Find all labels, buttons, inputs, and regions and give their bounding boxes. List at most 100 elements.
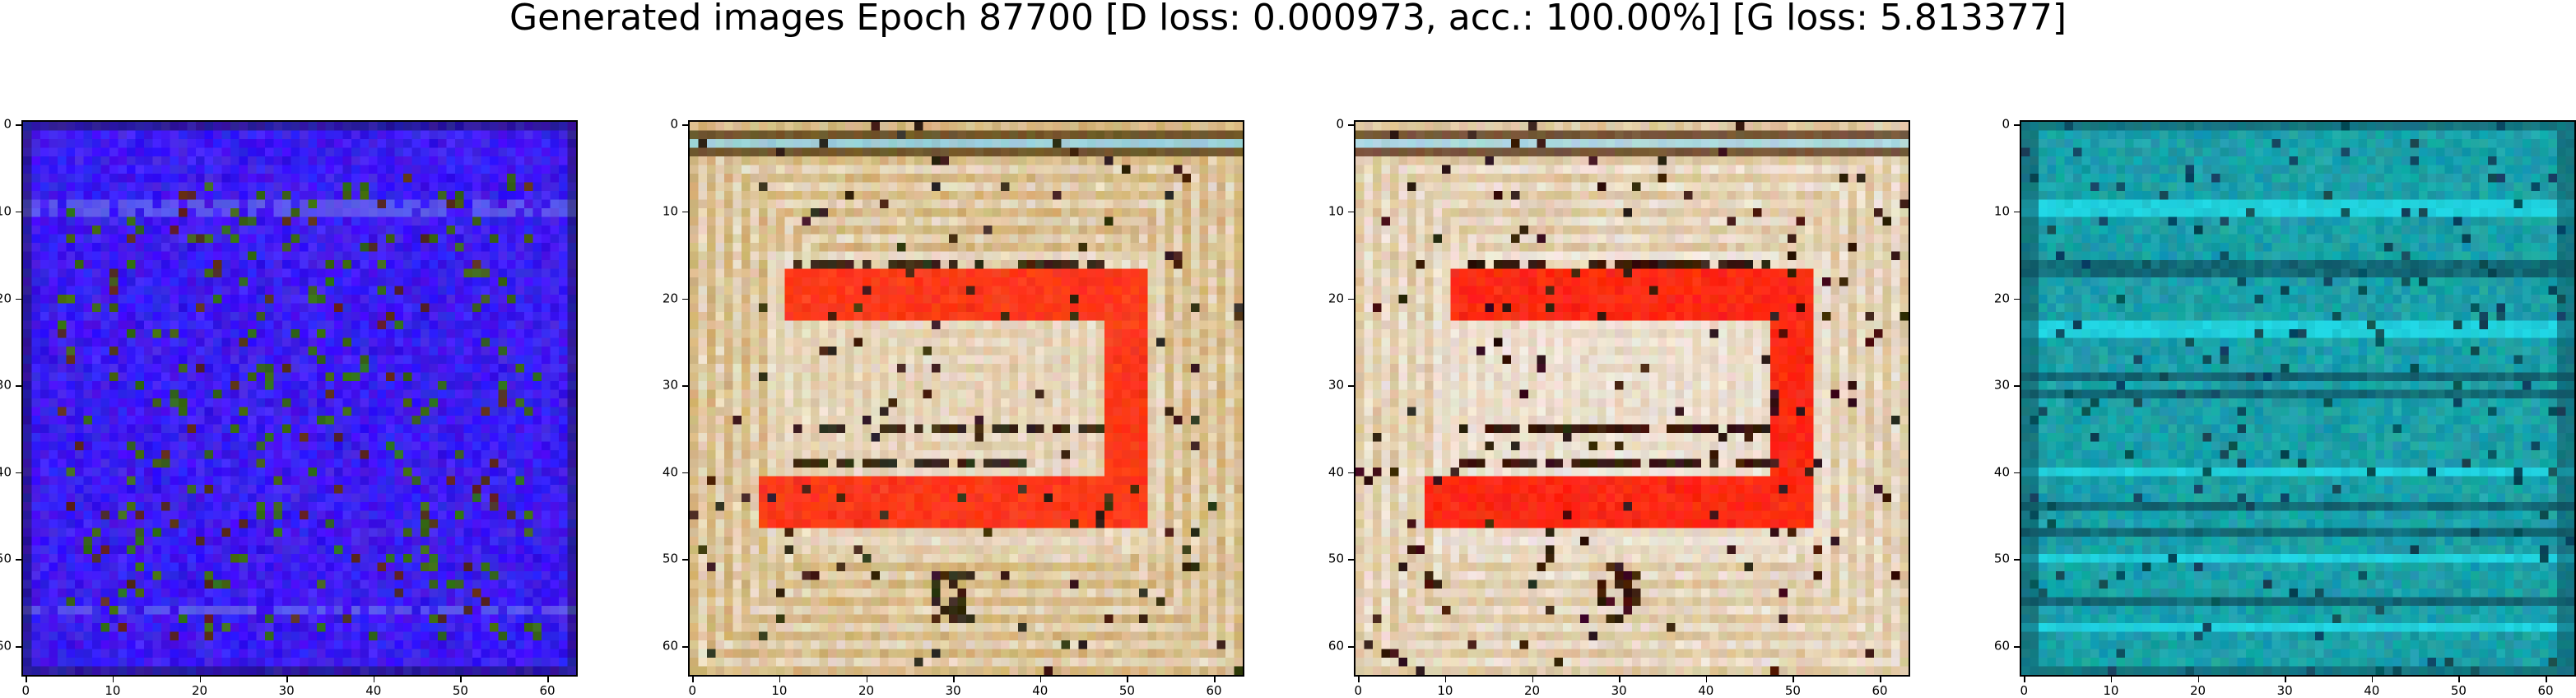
y-tick-label: 30 [0,377,12,393]
image-panel-2: 0 10 20 30 40 50 60 0 10 20 30 40 50 60 [663,118,1244,697]
generated-image-4 [2020,120,2576,677]
x-tick-mark [26,677,27,682]
x-tick-mark [2024,677,2025,682]
y-tick-label: 40 [662,464,678,480]
x-tick-label: 0 [21,683,30,698]
y-tick-mark [682,211,688,213]
y-tick-mark [1348,472,1354,474]
y-tick-mark [16,298,21,300]
y-tick-mark [2014,124,2020,126]
x-tick-mark [373,677,375,682]
x-tick-label: 60 [2537,683,2554,698]
y-tick-label: 10 [1993,203,2010,219]
x-tick-label: 20 [191,683,208,698]
y-tick-label: 60 [0,638,12,654]
y-tick-mark [1348,211,1354,213]
x-tick-label: 10 [105,683,121,698]
x-tick-mark [1444,677,1447,682]
x-tick-mark [1214,677,1216,682]
y-tick-label: 50 [0,551,12,566]
y-tick-mark [2014,211,2020,213]
x-tick-label: 0 [688,683,697,698]
x-tick-label: 20 [1523,683,1541,698]
x-tick-mark [1705,677,1708,682]
x-tick-mark [547,677,549,682]
x-tick-mark [1619,677,1620,682]
y-tick-mark [1348,385,1354,387]
y-tick-label: 20 [0,291,12,306]
y-tick-label: 0 [1336,116,1344,132]
x-tick-label: 10 [1437,683,1453,698]
x-tick-mark [1793,677,1794,682]
y-tick-mark [682,124,688,126]
generated-image-1 [21,120,578,677]
x-tick-label: 30 [2276,683,2293,698]
y-tick-mark [16,124,21,126]
x-tick-label: 60 [1872,683,1888,698]
x-tick-mark [199,677,202,682]
x-tick-label: 60 [539,683,556,698]
y-tick-mark [16,385,21,387]
generated-image-3 [1354,120,1910,677]
y-tick-label: 40 [0,464,12,480]
y-tick-label: 60 [1328,638,1344,654]
y-tick-mark [16,559,21,561]
y-tick-mark [682,385,688,387]
y-tick-label: 0 [670,116,678,132]
x-tick-label: 40 [1698,683,1714,698]
x-tick-mark [112,677,114,682]
y-tick-mark [682,298,688,300]
y-tick-mark [2014,559,2020,561]
y-tick-mark [2014,298,2020,300]
y-tick-mark [1348,298,1354,300]
y-tick-label: 10 [1328,203,1344,219]
y-tick-mark [16,646,21,648]
x-tick-mark [2285,677,2286,682]
image-panel-3: 0 10 20 30 40 50 60 0 10 20 30 40 50 60 [1328,118,1910,697]
y-tick-label: 30 [662,377,678,393]
x-tick-mark [866,677,868,682]
y-tick-label: 20 [1993,291,2010,306]
y-tick-label: 50 [1993,551,2010,566]
y-tick-mark [1348,124,1354,126]
y-tick-mark [2014,646,2020,648]
y-tick-mark [1348,559,1354,561]
x-tick-mark [1039,677,1042,682]
figure-title: Generated images Epoch 87700 [D loss: 0.… [509,0,2067,39]
x-tick-label: 40 [365,683,382,698]
y-tick-label: 50 [1328,551,1344,566]
y-tick-label: 60 [662,638,678,654]
x-tick-mark [1358,677,1360,682]
y-tick-label: 30 [1993,377,2010,393]
x-tick-label: 10 [2103,683,2119,698]
y-tick-mark [2014,472,2020,474]
x-tick-mark [2546,677,2547,682]
y-tick-mark [2014,385,2020,387]
x-tick-label: 30 [278,683,295,698]
y-tick-label: 30 [1328,377,1344,393]
y-tick-label: 0 [3,116,12,132]
x-tick-mark [1127,677,1128,682]
y-tick-label: 60 [1993,638,2010,654]
y-tick-label: 10 [0,203,12,219]
x-tick-label: 50 [1118,683,1135,698]
y-tick-mark [682,472,688,474]
x-tick-mark [953,677,955,682]
y-tick-mark [16,211,21,213]
x-tick-label: 40 [2364,683,2380,698]
y-tick-mark [682,646,688,648]
y-tick-label: 0 [2002,116,2010,132]
x-tick-mark [1532,677,1534,682]
x-tick-label: 50 [2450,683,2467,698]
generated-image-2 [688,120,1244,677]
y-tick-mark [1348,646,1354,648]
x-tick-mark [286,677,288,682]
x-tick-mark [2458,677,2460,682]
x-tick-label: 50 [1784,683,1801,698]
x-tick-label: 60 [1206,683,1222,698]
x-tick-label: 30 [1611,683,1627,698]
x-tick-label: 0 [1354,683,1363,698]
y-tick-mark [16,472,21,474]
x-tick-label: 30 [945,683,961,698]
y-tick-label: 50 [662,551,678,566]
